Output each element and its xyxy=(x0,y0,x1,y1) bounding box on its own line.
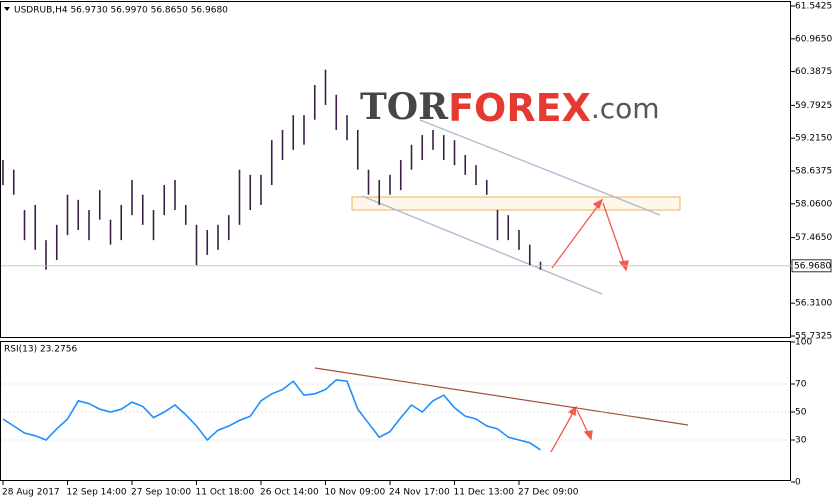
y-tick-label: 60.9650 xyxy=(795,34,832,44)
y-tick-label: 100 xyxy=(795,338,812,348)
rsi-pane xyxy=(0,341,791,481)
rsi-line xyxy=(2,378,541,451)
x-tick-label: 11 Dec 13:00 xyxy=(454,488,515,498)
rsi-trendline xyxy=(314,367,689,426)
channel-lower xyxy=(361,195,603,295)
y-tick-label: 70 xyxy=(795,380,807,390)
x-tick-label: 27 Sep 10:00 xyxy=(131,488,191,498)
x-tick-label: 11 Oct 18:00 xyxy=(196,488,255,498)
price-pane xyxy=(0,1,791,338)
x-tick-label: 10 Nov 09:00 xyxy=(325,488,386,498)
y-tick-label: 50 xyxy=(795,408,807,418)
x-tick-label: 12 Sep 14:00 xyxy=(67,488,127,498)
y-tick-label: 59.7925 xyxy=(795,101,832,111)
y-tick-label: 57.4650 xyxy=(795,233,832,243)
y-tick-label: 30 xyxy=(795,436,807,446)
price-header: USDRUB,H4 56.9730 56.9970 56.8650 56.968… xyxy=(14,6,228,16)
y-tick-label: 55.7325 xyxy=(795,332,832,342)
x-tick-label: 28 Aug 2017 xyxy=(2,488,60,498)
watermark: TORFOREX.com xyxy=(360,86,660,130)
menu-arrow xyxy=(4,7,10,11)
y-tick-label: 58.6375 xyxy=(795,167,832,177)
y-tick-label: 58.0600 xyxy=(795,199,832,209)
last-price-label: 56.9680 xyxy=(794,261,831,271)
last-price-box xyxy=(791,259,832,273)
channel-upper xyxy=(419,119,661,216)
x-tick-label: 24 Nov 17:00 xyxy=(389,488,450,498)
rsi-header: RSI(13) 23.2756 xyxy=(4,345,77,355)
y-tick-label: 56.3100 xyxy=(795,299,832,309)
y-tick-label: 0 xyxy=(795,478,801,488)
y-tick-label: 61.5425 xyxy=(795,2,832,12)
x-tick-label: 26 Oct 14:00 xyxy=(260,488,319,498)
y-tick-label: 60.3875 xyxy=(795,67,832,77)
x-tick-label: 27 Dec 09:00 xyxy=(518,488,579,498)
y-tick-label: 59.2150 xyxy=(795,134,832,144)
